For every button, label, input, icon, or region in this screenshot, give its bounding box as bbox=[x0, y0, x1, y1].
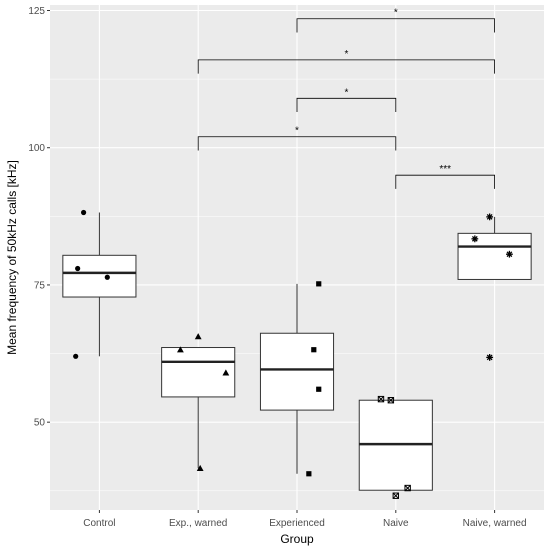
data-point bbox=[486, 354, 494, 361]
data-point bbox=[377, 395, 385, 403]
data-point bbox=[222, 369, 230, 376]
bracket-line bbox=[197, 136, 397, 151]
data-point bbox=[486, 213, 494, 221]
boxes bbox=[62, 212, 532, 491]
data-point bbox=[177, 346, 184, 353]
point-outline bbox=[377, 395, 385, 403]
bracket-line bbox=[395, 174, 495, 189]
point-cross bbox=[387, 397, 394, 404]
x-axis-title: Group bbox=[280, 532, 314, 546]
significance-label: *** bbox=[439, 164, 451, 175]
x-tick-label: Naive, warned bbox=[463, 518, 527, 529]
y-tick-label: 75 bbox=[34, 280, 46, 291]
significance-label: * bbox=[295, 126, 299, 137]
y-tick-label: 50 bbox=[34, 418, 46, 429]
data-point bbox=[471, 235, 479, 243]
point-outline bbox=[392, 492, 400, 499]
significance-label: * bbox=[344, 87, 348, 98]
box-body bbox=[62, 254, 137, 298]
point-star-ray bbox=[471, 235, 478, 242]
box-naive-warned bbox=[457, 216, 532, 358]
data-point bbox=[196, 464, 204, 472]
x-tick-label: Naive bbox=[383, 518, 409, 529]
data-point bbox=[80, 209, 87, 216]
data-point bbox=[73, 353, 79, 359]
significance-label: * bbox=[394, 8, 398, 19]
point-outline bbox=[404, 484, 411, 492]
data-points bbox=[73, 209, 513, 499]
point-cross bbox=[392, 492, 399, 499]
y-axis-title: Mean frequency of 50kHz calls [kHz] bbox=[5, 160, 19, 355]
point-star-ray bbox=[486, 354, 493, 361]
significance-bracket: * bbox=[197, 49, 495, 74]
significance-bracket: * bbox=[296, 8, 495, 33]
data-point bbox=[75, 265, 81, 272]
box-experienced bbox=[259, 283, 335, 474]
data-point bbox=[194, 333, 202, 340]
y-tick-label: 125 bbox=[28, 6, 45, 17]
data-point bbox=[316, 386, 322, 392]
point-cross bbox=[377, 396, 385, 403]
bracket-line bbox=[197, 59, 495, 74]
x-tick-label: Experienced bbox=[269, 518, 325, 529]
significance-brackets: ******* bbox=[197, 8, 495, 189]
significance-label: * bbox=[344, 49, 348, 60]
data-point bbox=[387, 397, 395, 404]
box-body bbox=[457, 232, 532, 280]
data-point bbox=[392, 492, 400, 499]
bracket-line bbox=[296, 18, 495, 33]
axes: 50 75 100 125 Control Exp., warned Experienced… bbox=[28, 6, 526, 529]
bracket-line bbox=[296, 97, 397, 113]
box-control bbox=[62, 212, 137, 357]
point-star-ray bbox=[486, 214, 493, 220]
significance-bracket: *** bbox=[395, 164, 495, 189]
data-point bbox=[104, 274, 110, 280]
point-outline bbox=[387, 397, 395, 404]
x-tick-label: Control bbox=[83, 518, 115, 529]
data-point bbox=[311, 347, 317, 353]
point-star-ray bbox=[506, 251, 513, 258]
data-point bbox=[306, 471, 312, 477]
y-tick-label: 100 bbox=[28, 143, 45, 154]
box-exp-warned bbox=[161, 347, 236, 469]
data-point bbox=[506, 250, 513, 258]
significance-bracket: * bbox=[197, 126, 397, 151]
data-point bbox=[404, 484, 411, 492]
x-tick-label: Exp., warned bbox=[169, 518, 227, 529]
box-body bbox=[259, 332, 335, 411]
data-point bbox=[316, 281, 322, 287]
box-body bbox=[161, 347, 236, 398]
box-naive bbox=[358, 399, 433, 491]
point-cross bbox=[404, 484, 411, 492]
significance-bracket: * bbox=[296, 87, 397, 113]
